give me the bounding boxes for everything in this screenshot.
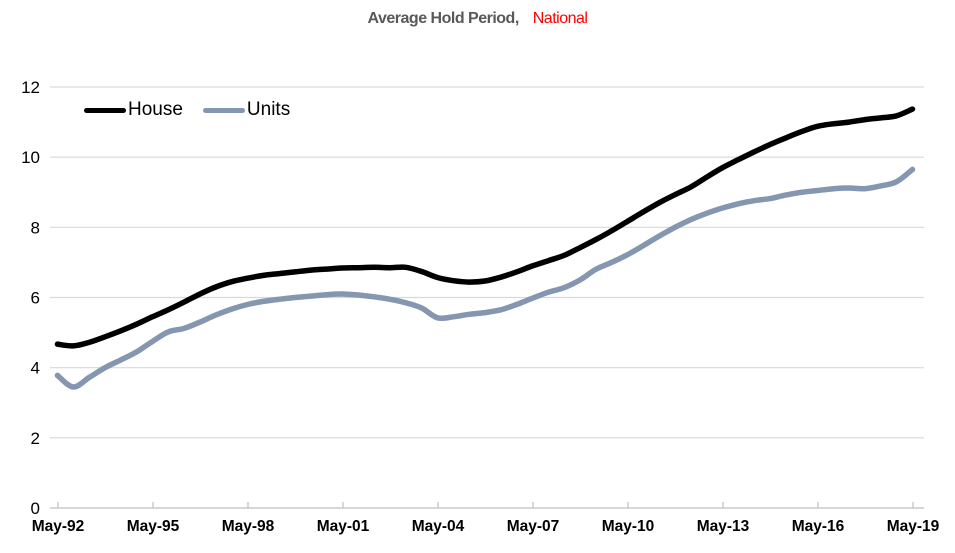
x-axis-label-May-92: May-92 — [32, 518, 85, 535]
chart-title-main: Average Hold Period, — [367, 10, 520, 27]
x-axis-label-May-04: May-04 — [412, 518, 465, 535]
x-axis-label-May-16: May-16 — [792, 518, 845, 535]
house-series-swatch — [84, 107, 126, 113]
y-axis-label-8: 8 — [31, 218, 40, 237]
x-axis-label-May-07: May-07 — [507, 518, 560, 535]
y-axis-label-6: 6 — [31, 289, 40, 308]
units-series-swatch — [202, 107, 245, 113]
x-axis-label-May-95: May-95 — [127, 518, 180, 535]
house-series-line — [54, 106, 916, 349]
x-axis-label-May-19: May-19 — [887, 518, 940, 535]
chart-title: Average Hold Period, National — [0, 10, 955, 28]
chart-legend: House Units — [84, 99, 290, 121]
chart-title-region: National — [532, 10, 588, 27]
x-axis-label-May-98: May-98 — [222, 518, 275, 535]
y-axis-label-2: 2 — [31, 429, 40, 448]
y-axis-label-4: 4 — [31, 359, 40, 378]
y-axis-label-0: 0 — [31, 499, 40, 518]
legend-label-house: House — [128, 99, 183, 120]
legend-label-units: Units — [246, 99, 291, 120]
x-axis-label-May-10: May-10 — [602, 518, 655, 535]
y-axis-label-12: 12 — [21, 78, 40, 97]
x-axis-label-May-13: May-13 — [697, 518, 750, 535]
units-series-line — [54, 166, 916, 390]
x-axis-label-May-01: May-01 — [317, 518, 370, 535]
y-axis-label-10: 10 — [21, 148, 40, 167]
